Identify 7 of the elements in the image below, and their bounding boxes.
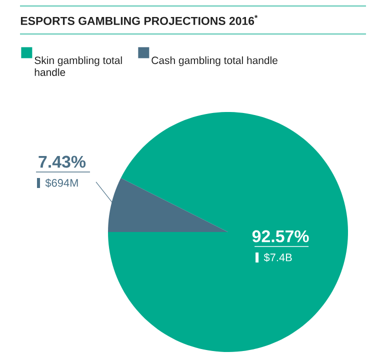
data-label: 92.57% bbox=[252, 230, 309, 242]
legend-label: Skin gambling total handle bbox=[34, 56, 122, 76]
data-label: 7.43% bbox=[38, 156, 86, 168]
text: $694M bbox=[45, 178, 78, 188]
chart-title: ESPORTS GAMBLING PROJECTIONS 2016$^{*}$ bbox=[20, 15, 258, 25]
text: $7.4B bbox=[264, 253, 292, 262]
legend-label: Cash gambling total handle bbox=[152, 56, 278, 66]
